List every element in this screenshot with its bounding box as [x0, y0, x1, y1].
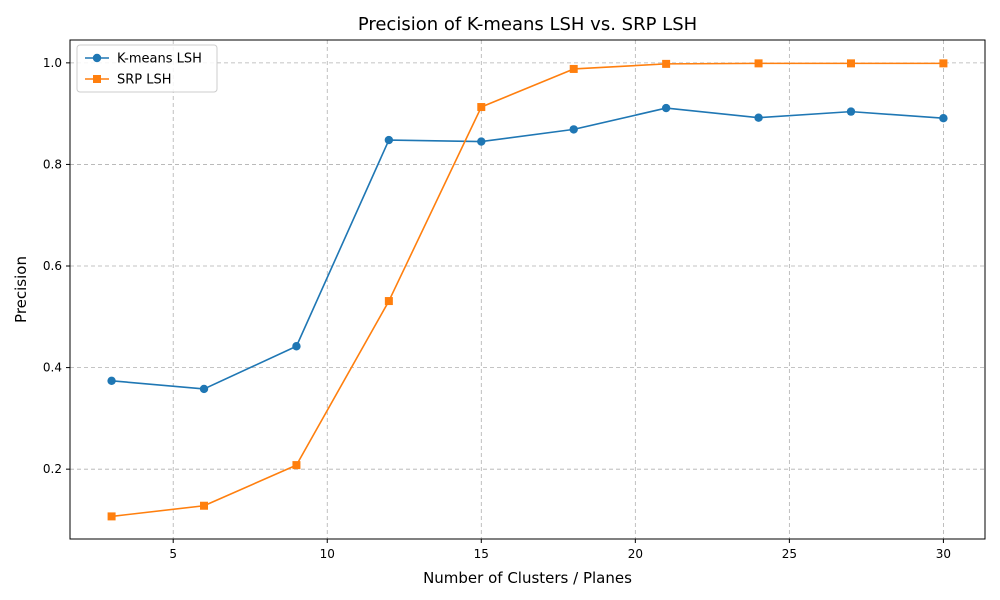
srp-lsh-point — [477, 103, 486, 112]
x-tick-label: 5 — [169, 547, 177, 561]
k-means-lsh-point — [661, 103, 671, 113]
srp-lsh-point — [107, 512, 116, 521]
srp-lsh-point — [939, 59, 948, 68]
srp-lsh-legend-marker — [93, 75, 101, 83]
srp-lsh-point — [754, 59, 763, 68]
k-means-lsh-point — [199, 384, 209, 394]
y-tick-label: 0.6 — [43, 259, 62, 273]
chart-title: Precision of K-means LSH vs. SRP LSH — [358, 14, 697, 35]
srp-lsh-point — [200, 501, 209, 510]
plot-frame — [69, 39, 986, 540]
x-tick-label: 10 — [320, 547, 335, 561]
k-means-lsh-point — [939, 114, 948, 123]
y-tick-label: 1.0 — [43, 56, 62, 70]
legend: K-means LSH SRP LSH — [76, 44, 218, 93]
srp-lsh-point — [662, 59, 671, 68]
k-means-lsh-point — [569, 125, 578, 134]
axis-ticks: 5 10 15 20 25 30 0.2 0.4 0.6 0.8 1.0 — [43, 56, 951, 561]
y-tick-label: 0.2 — [43, 462, 62, 476]
x-tick-label: 15 — [474, 547, 489, 561]
srp-lsh-line — [111, 62, 944, 518]
x-axis-title: Number of Clusters / Planes — [423, 569, 632, 587]
x-tick-label: 25 — [782, 547, 797, 561]
k-means-lsh-point — [846, 107, 856, 116]
k-means-lsh-point — [107, 376, 116, 385]
k-means-lsh-point — [384, 135, 394, 145]
srp-lsh-point — [569, 64, 578, 73]
k-means-lsh-legend-label: K-means LSH — [117, 52, 202, 67]
y-tick-label: 0.4 — [43, 361, 62, 375]
srp-lsh-point — [384, 297, 393, 306]
k-means-lsh-line — [111, 107, 944, 390]
srp-lsh-point — [292, 461, 301, 470]
x-tick-label: 30 — [936, 547, 951, 561]
y-axis-title: Precision — [12, 256, 30, 323]
legend-box — [76, 44, 218, 93]
srp-lsh-point — [846, 59, 855, 68]
k-means-lsh-legend-marker — [92, 53, 102, 63]
k-means-lsh-point — [292, 342, 301, 351]
k-means-lsh-point — [477, 137, 486, 146]
x-tick-label: 20 — [628, 547, 643, 561]
series-layer — [107, 59, 948, 521]
k-means-lsh-point — [754, 113, 763, 122]
srp-lsh-legend-label: SRP LSH — [117, 73, 172, 88]
grid-lines — [70, 40, 985, 539]
y-tick-label: 0.8 — [43, 157, 62, 171]
